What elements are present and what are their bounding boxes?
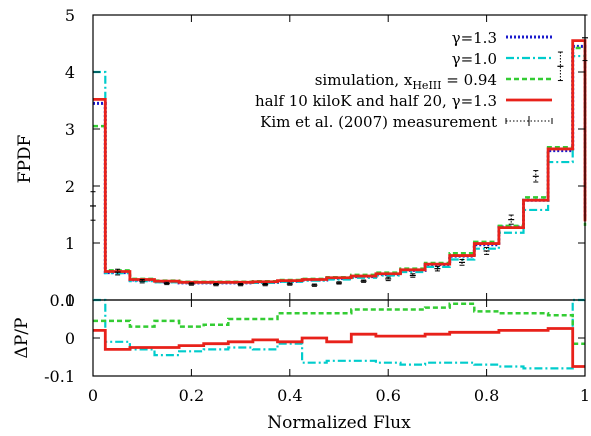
x-tick-label: 0.6 xyxy=(375,386,400,405)
x-tick-label: 0.8 xyxy=(474,386,499,405)
measurement-point xyxy=(139,278,146,284)
measurement-point xyxy=(459,259,465,266)
top-axis-ticks: 0 1 2 3 4 5 xyxy=(65,6,586,310)
legend-label: Kim et al. (2007) measurement xyxy=(260,113,497,131)
fpdf-panel: 0 1 2 3 4 5 FPDF γ=1.3 γ=1.0 simulation, xHeIII… xyxy=(15,6,588,310)
measurement-point xyxy=(163,281,170,286)
y-tick-label: 0.1 xyxy=(50,291,75,310)
residual-panel: -0.100.10 0.2 0.4 0.6 0.8 1 ΔP/P Normalized F… xyxy=(12,291,590,433)
measurement-point xyxy=(532,170,539,183)
measurement-point xyxy=(213,282,219,287)
x-tick-label: 0 xyxy=(88,386,98,405)
y-tick-label: -0.1 xyxy=(44,367,75,386)
measurement-group xyxy=(90,14,588,287)
measurement-point xyxy=(409,273,416,278)
measurement-point xyxy=(311,283,318,287)
y-tick-label: 2 xyxy=(65,177,75,196)
legend-entry: Kim et al. (2007) measurement xyxy=(260,113,553,131)
legend-label: half 10 kiloK and half 20, γ=1.3 xyxy=(255,92,497,110)
measurement-point xyxy=(286,282,293,286)
residual-line-dashed xyxy=(93,302,585,345)
bottom-axis-ticks: -0.100.10 0.2 0.4 0.6 0.8 1 xyxy=(44,291,590,405)
residual-line-dashdot xyxy=(93,298,585,370)
legend-entry: γ=1.0 xyxy=(452,50,552,68)
measurement-point xyxy=(483,247,490,255)
y-tick-label: 3 xyxy=(65,120,75,139)
residual-line-solid xyxy=(93,327,585,368)
measurement-point xyxy=(508,214,515,225)
measurement-point xyxy=(237,282,244,287)
x-tick-label: 1 xyxy=(580,386,590,405)
measurement-point xyxy=(434,265,441,272)
measurement-point xyxy=(336,281,342,285)
measurement-point xyxy=(114,268,121,276)
measurement-point xyxy=(188,282,195,286)
y-tick-label: 5 xyxy=(65,6,75,25)
measurement-point xyxy=(262,282,269,287)
y-tick-label: 0 xyxy=(65,329,75,348)
x-axis-title: Normalized Flux xyxy=(267,413,411,433)
legend-entry: simulation, xHeIII = 0.94 xyxy=(315,71,552,92)
y-tick-label: 0 xyxy=(65,291,75,310)
legend-label: simulation, xHeIII = 0.94 xyxy=(315,71,497,92)
legend-label: γ=1.0 xyxy=(452,50,497,68)
series-line-solid xyxy=(93,39,587,284)
measurement-point xyxy=(360,279,367,283)
x-tick-label: 0.2 xyxy=(179,386,204,405)
legend: γ=1.3 γ=1.0 simulation, xHeIII = 0.94half … xyxy=(255,29,553,131)
top-y-axis-title: FPDF xyxy=(15,134,35,183)
x-tick-label: 0.4 xyxy=(277,386,302,405)
bottom-series-group xyxy=(93,298,585,370)
legend-label: γ=1.3 xyxy=(452,29,497,47)
legend-entry: γ=1.3 xyxy=(452,29,552,47)
series-line-dashdot xyxy=(93,54,587,284)
bottom-plot-frame xyxy=(92,299,586,377)
measurement-point xyxy=(557,51,564,82)
bottom-y-axis-title: ΔP/P xyxy=(12,318,32,359)
y-tick-label: 4 xyxy=(65,63,75,82)
legend-entry: half 10 kiloK and half 20, γ=1.3 xyxy=(255,92,552,110)
y-tick-label: 1 xyxy=(65,234,75,253)
measurement-point xyxy=(385,276,392,282)
